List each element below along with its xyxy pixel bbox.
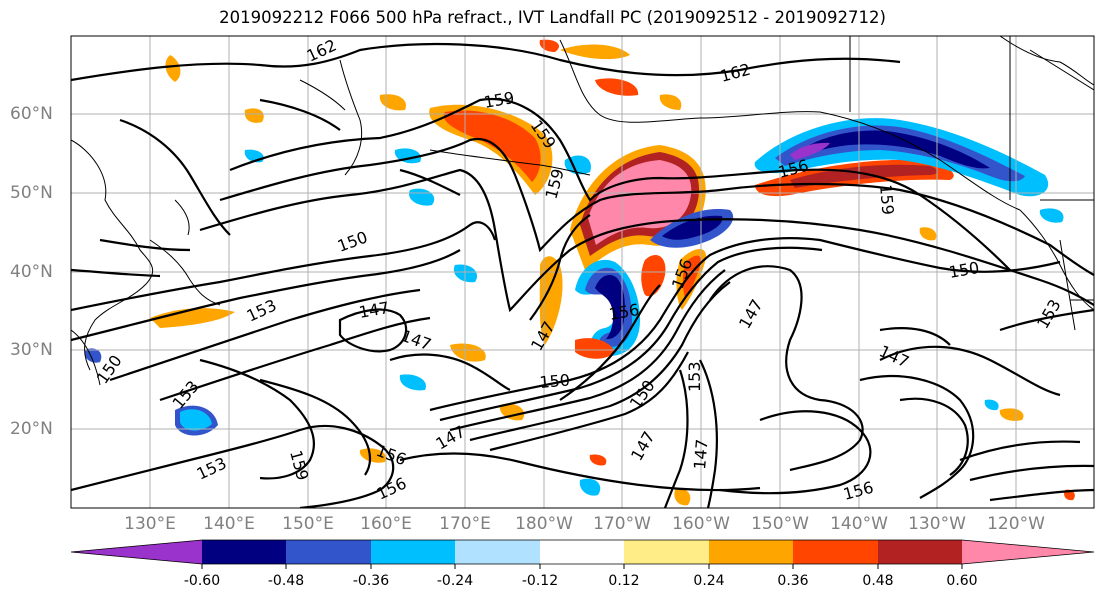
colorbar-segment (709, 540, 793, 564)
lon-label: 140°W (830, 514, 888, 534)
contour-153 (199, 168, 1094, 313)
lat-label: 40°N (10, 262, 53, 282)
alaska-coast (559, 39, 1021, 211)
colorbar-tick-label: 0.36 (777, 573, 809, 589)
contour-label: 159 (876, 184, 898, 216)
colorbar-tick-label: -0.12 (521, 573, 559, 589)
colorbar-tick-label: 0.24 (693, 573, 725, 589)
colorbar-arrow-left (71, 540, 202, 564)
contour-159 (229, 98, 1011, 271)
lat-label: 50°N (10, 183, 53, 203)
map-frame (70, 35, 1095, 509)
contour-156-south (71, 424, 395, 508)
colorbar-segment (455, 540, 540, 564)
colorbar-segment (878, 540, 962, 564)
map-title: 2019092212 F066 500 hPa refract., IVT La… (219, 8, 886, 27)
colorbar-segment (624, 540, 709, 564)
lon-label: 160°E (360, 514, 412, 534)
contour-jet-core (429, 237, 1061, 412)
lon-label: 160°W (672, 514, 730, 534)
contour-150-jet (71, 221, 497, 312)
contour-label: 147 (690, 438, 712, 470)
contour-162-north (71, 42, 901, 82)
contour-147-east (709, 265, 864, 472)
colorbar-tick-label: -0.36 (352, 573, 390, 589)
contour-label: 153 (685, 361, 704, 392)
lon-label: 130°E (124, 514, 176, 534)
colorbar-tick-label: 0.12 (608, 573, 640, 589)
colorbar-tick-label: -0.24 (436, 573, 474, 589)
asia-coast (71, 139, 154, 386)
lon-label: 150°W (751, 514, 809, 534)
colorbar (70, 539, 1095, 569)
height-contours (71, 42, 1094, 508)
lon-label: 180°W (515, 514, 573, 534)
lon-label: 130°W (908, 514, 966, 534)
contour-label: 150 (539, 370, 571, 392)
anomaly-shading (84, 39, 1075, 506)
colorbar-tick-label: -0.60 (183, 573, 221, 589)
lat-label: 60°N (10, 104, 53, 124)
colorbar-segment (286, 540, 371, 564)
kamchatka-coast (299, 59, 363, 176)
lon-label: 150°E (282, 514, 334, 534)
colorbar-segment (371, 540, 455, 564)
colorbar-segment (793, 540, 878, 564)
lat-label: 20°N (10, 419, 53, 439)
aleutian-chain (429, 149, 591, 176)
lon-label: 120°W (987, 514, 1045, 534)
us-west-coast (1059, 239, 1094, 331)
lon-label: 170°E (439, 514, 491, 534)
lon-label: 170°W (593, 514, 651, 534)
contour-147-trough (338, 308, 408, 353)
contour-156 (219, 137, 1094, 276)
colorbar-tick-label: -0.48 (267, 573, 305, 589)
colorbar-arrow-right (962, 540, 1094, 564)
colorbar-segment (202, 540, 286, 564)
colorbar-segment (540, 540, 624, 564)
border-line (849, 36, 1094, 201)
lat-label: 30°N (10, 340, 53, 360)
colorbar-tick-label: 0.60 (946, 573, 978, 589)
lon-label: 140°E (203, 514, 255, 534)
colorbar-tick-label: 0.48 (862, 573, 894, 589)
